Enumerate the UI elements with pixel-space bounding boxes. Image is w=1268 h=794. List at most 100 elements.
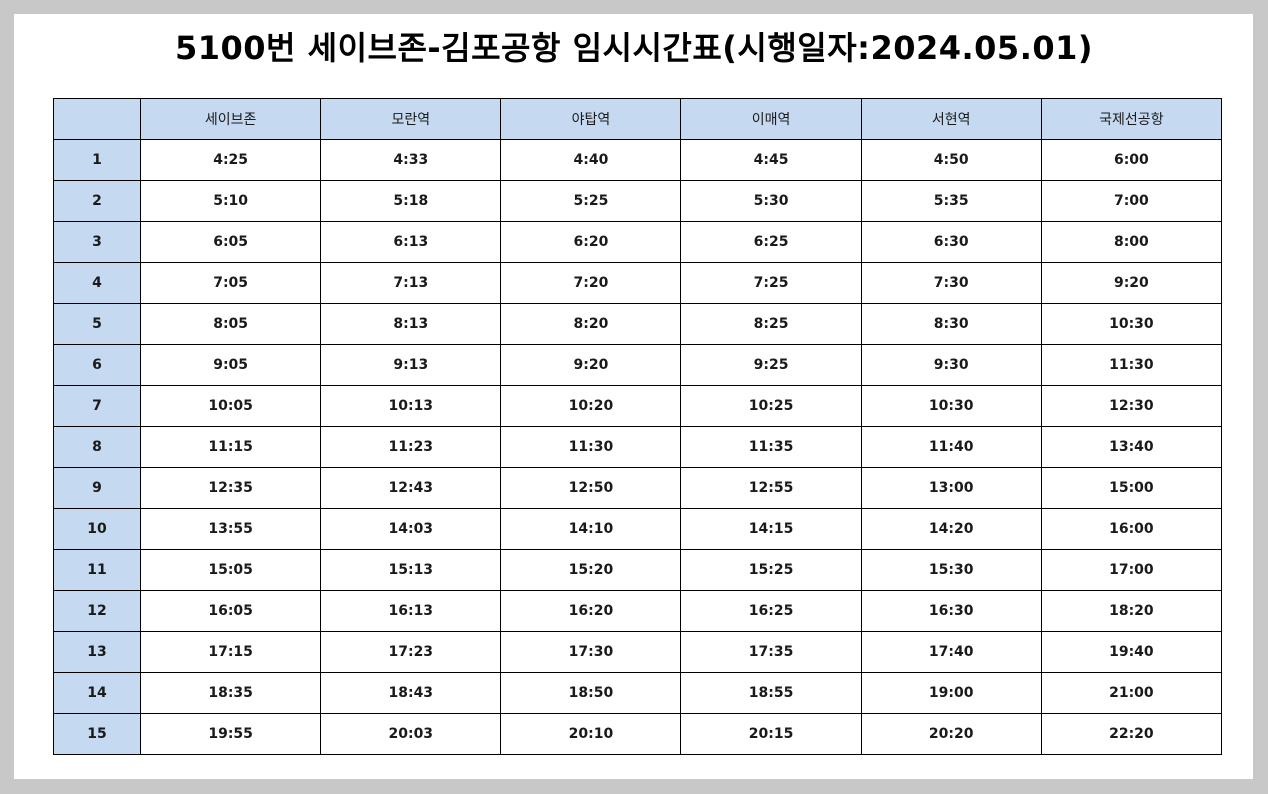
time-cell: 5:35 xyxy=(860,180,1042,222)
row-number: 6 xyxy=(52,344,142,386)
time-cell: 13:00 xyxy=(860,467,1042,509)
row-number: 14 xyxy=(52,672,142,714)
time-cell: 12:43 xyxy=(320,467,502,509)
time-cell: 11:15 xyxy=(140,426,322,468)
column-header: 세이브존 xyxy=(140,98,322,140)
time-cell: 11:30 xyxy=(500,426,682,468)
time-cell: 6:00 xyxy=(1040,139,1223,181)
column-header: 야탑역 xyxy=(500,98,682,140)
time-cell: 4:25 xyxy=(140,139,322,181)
time-cell: 19:40 xyxy=(1040,631,1223,673)
table-row: 9 12:35 12:43 12:50 12:55 13:00 15:00 xyxy=(52,467,1223,509)
time-cell: 6:20 xyxy=(500,221,682,263)
time-cell: 14:10 xyxy=(500,508,682,550)
row-number: 2 xyxy=(52,180,142,222)
header-row: 세이브존 모란역 야탑역 이매역 서현역 국제선공항 xyxy=(52,98,1223,140)
time-cell: 9:25 xyxy=(680,344,862,386)
time-cell: 8:13 xyxy=(320,303,502,345)
time-cell: 18:35 xyxy=(140,672,322,714)
time-cell: 15:30 xyxy=(860,549,1042,591)
time-cell: 9:20 xyxy=(500,344,682,386)
time-cell: 15:00 xyxy=(1040,467,1223,509)
row-number: 5 xyxy=(52,303,142,345)
time-cell: 15:20 xyxy=(500,549,682,591)
time-cell: 10:30 xyxy=(860,385,1042,427)
time-cell: 18:55 xyxy=(680,672,862,714)
time-cell: 16:30 xyxy=(860,590,1042,632)
time-cell: 8:20 xyxy=(500,303,682,345)
time-cell: 16:25 xyxy=(680,590,862,632)
time-cell: 6:13 xyxy=(320,221,502,263)
page-title: 5100번 세이브존-김포공항 임시시간표(시행일자:2024.05.01) xyxy=(174,29,1094,67)
corner-cell xyxy=(52,98,142,140)
time-cell: 12:30 xyxy=(1040,385,1223,427)
time-cell: 21:00 xyxy=(1040,672,1223,714)
time-cell: 17:15 xyxy=(140,631,322,673)
time-cell: 8:30 xyxy=(860,303,1042,345)
row-number: 9 xyxy=(52,467,142,509)
row-number: 12 xyxy=(52,590,142,632)
time-cell: 14:20 xyxy=(860,508,1042,550)
row-number: 1 xyxy=(52,139,142,181)
time-cell: 9:30 xyxy=(860,344,1042,386)
time-cell: 22:20 xyxy=(1040,713,1223,755)
time-cell: 9:05 xyxy=(140,344,322,386)
time-cell: 7:05 xyxy=(140,262,322,304)
table-body: 1 4:25 4:33 4:40 4:45 4:50 6:00 2 5:10 5:18 5:25 5:… xyxy=(52,139,1223,755)
time-cell: 5:30 xyxy=(680,180,862,222)
time-cell: 16:05 xyxy=(140,590,322,632)
table-row: 8 11:15 11:23 11:30 11:35 11:40 13:40 xyxy=(52,426,1223,468)
time-cell: 4:40 xyxy=(500,139,682,181)
time-cell: 5:10 xyxy=(140,180,322,222)
time-cell: 6:25 xyxy=(680,221,862,263)
time-cell: 8:25 xyxy=(680,303,862,345)
table-row: 12 16:05 16:13 16:20 16:25 16:30 18:20 xyxy=(52,590,1223,632)
time-cell: 16:13 xyxy=(320,590,502,632)
time-cell: 6:05 xyxy=(140,221,322,263)
time-cell: 12:50 xyxy=(500,467,682,509)
time-cell: 13:40 xyxy=(1040,426,1223,468)
table-row: 13 17:15 17:23 17:30 17:35 17:40 19:40 xyxy=(52,631,1223,673)
table-row: 14 18:35 18:43 18:50 18:55 19:00 21:00 xyxy=(52,672,1223,714)
time-cell: 17:35 xyxy=(680,631,862,673)
time-cell: 7:25 xyxy=(680,262,862,304)
time-cell: 12:35 xyxy=(140,467,322,509)
time-cell: 15:25 xyxy=(680,549,862,591)
time-cell: 6:30 xyxy=(860,221,1042,263)
time-cell: 7:30 xyxy=(860,262,1042,304)
time-cell: 5:18 xyxy=(320,180,502,222)
time-cell: 17:00 xyxy=(1040,549,1223,591)
time-cell: 5:25 xyxy=(500,180,682,222)
column-header: 이매역 xyxy=(680,98,862,140)
column-header: 서현역 xyxy=(860,98,1042,140)
time-cell: 9:13 xyxy=(320,344,502,386)
row-number: 8 xyxy=(52,426,142,468)
time-cell: 11:23 xyxy=(320,426,502,468)
time-cell: 16:20 xyxy=(500,590,682,632)
time-cell: 18:50 xyxy=(500,672,682,714)
row-number: 7 xyxy=(52,385,142,427)
time-cell: 20:10 xyxy=(500,713,682,755)
time-cell: 4:45 xyxy=(680,139,862,181)
time-cell: 9:20 xyxy=(1040,262,1223,304)
time-cell: 20:20 xyxy=(860,713,1042,755)
time-cell: 11:30 xyxy=(1040,344,1223,386)
time-cell: 14:15 xyxy=(680,508,862,550)
row-number: 15 xyxy=(52,713,142,755)
table-row: 7 10:05 10:13 10:20 10:25 10:30 12:30 xyxy=(52,385,1223,427)
time-cell: 15:05 xyxy=(140,549,322,591)
time-cell: 20:15 xyxy=(680,713,862,755)
time-cell: 4:33 xyxy=(320,139,502,181)
time-cell: 4:50 xyxy=(860,139,1042,181)
time-cell: 16:00 xyxy=(1040,508,1223,550)
time-cell: 10:30 xyxy=(1040,303,1223,345)
table-row: 6 9:05 9:13 9:20 9:25 9:30 11:30 xyxy=(52,344,1223,386)
time-cell: 10:20 xyxy=(500,385,682,427)
time-cell: 8:05 xyxy=(140,303,322,345)
time-cell: 7:00 xyxy=(1040,180,1223,222)
time-cell: 18:20 xyxy=(1040,590,1223,632)
time-cell: 8:00 xyxy=(1040,221,1223,263)
table-row: 11 15:05 15:13 15:20 15:25 15:30 17:00 xyxy=(52,549,1223,591)
row-number: 3 xyxy=(52,221,142,263)
time-cell: 10:25 xyxy=(680,385,862,427)
